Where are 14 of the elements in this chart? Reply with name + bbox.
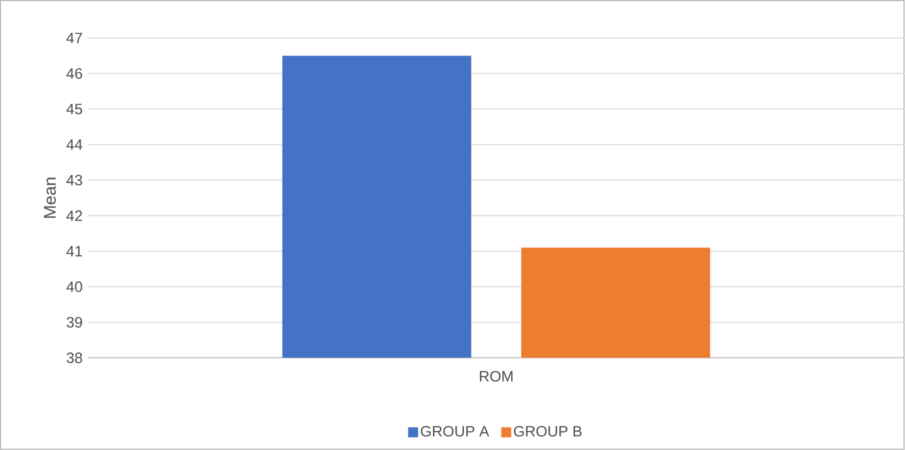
y-tick-label: 41 xyxy=(66,246,82,256)
legend-label: GROUP A xyxy=(420,426,490,437)
y-axis-title: Mean xyxy=(44,178,56,218)
y-tick-label: 43 xyxy=(66,174,82,186)
legend-label: GROUP B xyxy=(514,426,582,437)
y-tick-label: 39 xyxy=(66,317,82,328)
y-tick-label: 47 xyxy=(66,32,82,44)
y-tick-label: 44 xyxy=(66,140,82,150)
y-tick-label: 40 xyxy=(66,282,82,292)
y-tick-label: 42 xyxy=(66,210,82,222)
y-tick-label: 45 xyxy=(66,104,82,114)
x-tick-label: ROM xyxy=(480,371,512,382)
y-tick-label: 46 xyxy=(66,68,82,79)
y-tick-label: 38 xyxy=(66,352,82,364)
